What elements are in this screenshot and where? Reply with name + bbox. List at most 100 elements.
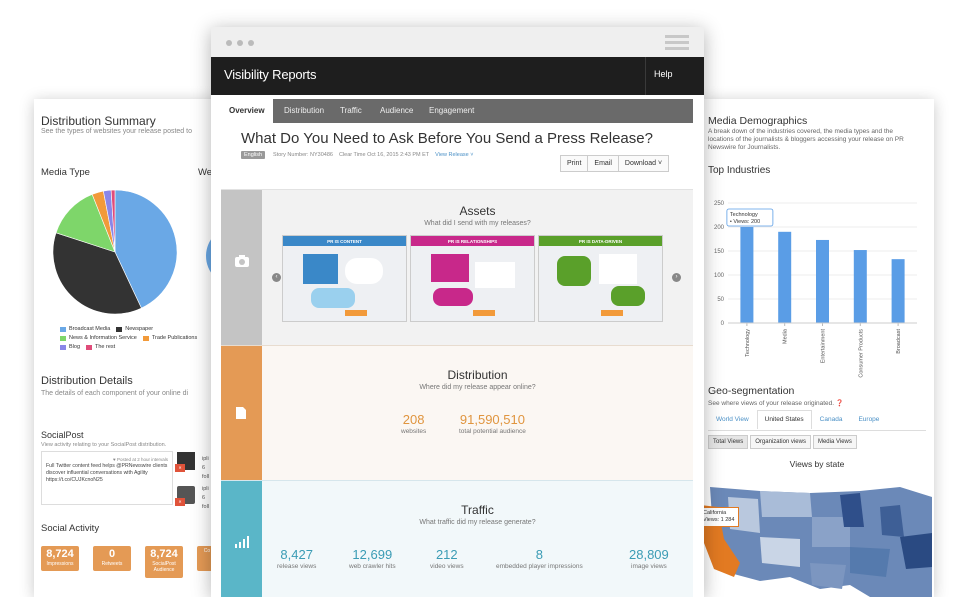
legend-swatch bbox=[60, 336, 66, 341]
tab-canada[interactable]: Canada bbox=[819, 416, 843, 423]
map-state[interactable] bbox=[812, 517, 850, 547]
traffic-subtitle: What traffic did my release generate? bbox=[419, 519, 536, 526]
media-type-legend: Broadcast Media Newspaper News & Informati… bbox=[60, 326, 203, 353]
download-button[interactable]: Download ˅ bbox=[617, 155, 670, 172]
story-number: Story Number: NY30486 bbox=[273, 152, 333, 158]
chart-tooltip: Technology• Views: 200 bbox=[726, 208, 774, 227]
top-industries-bar-chart[interactable]: 0 50 100 150 200 250 Technology Media Entertainm… bbox=[702, 183, 927, 388]
tooltip-value: • Views: 200 bbox=[730, 219, 760, 225]
hamburger-menu-icon[interactable] bbox=[665, 35, 689, 53]
x-tick-label: Broadcast bbox=[896, 329, 902, 354]
bar[interactable] bbox=[853, 250, 867, 323]
map-state[interactable] bbox=[760, 491, 812, 517]
tab-traffic[interactable]: Traffic bbox=[340, 106, 362, 115]
side-text: foll bbox=[202, 504, 210, 510]
view-release-link[interactable]: View Release ˅ bbox=[435, 152, 474, 158]
stat-tile-retweets: 0 Retweets bbox=[93, 546, 131, 571]
bar-chart-icon bbox=[235, 536, 249, 548]
media-demographics-card: Media Demographics A break down of the i… bbox=[700, 99, 934, 597]
help-link[interactable]: Help bbox=[654, 69, 673, 79]
stat-tile-impressions: 8,724 Impressions bbox=[41, 546, 79, 571]
print-button[interactable]: Print bbox=[560, 155, 589, 172]
media-type-label: Media Type bbox=[41, 167, 90, 178]
social-activity-title: Social Activity bbox=[41, 523, 100, 534]
carousel-prev-icon[interactable]: ‹ bbox=[272, 273, 281, 282]
thumb-graphic bbox=[599, 254, 637, 284]
stat-web-crawler-hits: 12,699 web crawler hits bbox=[349, 547, 396, 570]
legend-swatch bbox=[60, 327, 66, 332]
divider bbox=[708, 430, 926, 431]
tab-audience[interactable]: Audience bbox=[380, 106, 414, 115]
traffic-section: Traffic What traffic did my release gene… bbox=[221, 480, 693, 597]
x-tick-label: Consumer Products bbox=[858, 329, 864, 378]
tab-engagement[interactable]: Engagement bbox=[429, 106, 475, 115]
total-views-button[interactable]: Total Views bbox=[708, 435, 749, 449]
legend-label: News & Information Service bbox=[69, 335, 137, 341]
language-badge: English bbox=[241, 151, 266, 159]
x-tick-label: Entertainment bbox=[821, 329, 827, 364]
y-tick-label: 200 bbox=[714, 225, 725, 231]
thumb-graphic bbox=[473, 310, 495, 316]
thumb-header bbox=[539, 236, 662, 246]
tab-united-states[interactable]: United States bbox=[756, 410, 812, 429]
stat-embedded-player-impressions: 8 embedded player impressions bbox=[496, 547, 583, 570]
side-text-group: ipli 6 foll bbox=[202, 485, 209, 512]
media-type-pie-chart[interactable] bbox=[50, 187, 180, 317]
window-dot bbox=[226, 40, 232, 46]
map-state[interactable] bbox=[840, 493, 864, 527]
geo-segmentation-subtitle: See where views of your release originat… bbox=[708, 400, 845, 407]
bar[interactable] bbox=[778, 231, 792, 323]
tab-distribution[interactable]: Distribution bbox=[284, 106, 325, 115]
tweet-box[interactable]: ♥ Posted at 2 hour intervals Full Twitte… bbox=[41, 451, 173, 505]
bar[interactable] bbox=[891, 259, 905, 323]
distribution-sidebar bbox=[221, 346, 262, 481]
map-state[interactable] bbox=[760, 537, 800, 567]
asset-thumbnail[interactable]: PR IS DATA-DRIVEN bbox=[538, 235, 663, 322]
pie-slice[interactable] bbox=[110, 189, 116, 253]
email-button[interactable]: Email bbox=[587, 155, 619, 172]
asset-thumbnail[interactable]: PR IS RELATIONSHIPS bbox=[410, 235, 535, 322]
stat-video-views: 212 video views bbox=[430, 547, 464, 570]
camera-icon bbox=[235, 255, 249, 267]
window-dot bbox=[237, 40, 243, 46]
pie-slice[interactable] bbox=[55, 193, 116, 253]
tab-overview[interactable]: Overview bbox=[221, 99, 273, 123]
stat-total-potential-audience: 91,590,510 total potential audience bbox=[459, 412, 526, 435]
stat-websites: 208 websites bbox=[401, 412, 427, 435]
thumb-graphic bbox=[557, 256, 591, 286]
tab-world-view[interactable]: World View bbox=[716, 416, 749, 423]
media-views-button[interactable]: Media Views bbox=[812, 435, 857, 449]
map-state[interactable] bbox=[810, 563, 846, 589]
help-icon[interactable]: ❓ bbox=[835, 400, 845, 407]
top-navbar: Visibility Reports Help bbox=[211, 57, 704, 95]
pie-slice[interactable] bbox=[52, 232, 142, 315]
map-state[interactable] bbox=[880, 505, 904, 537]
geo-segmentation-title: Geo-segmentation bbox=[708, 385, 795, 397]
distribution-details-subtitle: The details of each component of your on… bbox=[41, 390, 189, 397]
legend-swatch bbox=[142, 336, 149, 341]
top-industries-title: Top Industries bbox=[708, 165, 771, 176]
legend-item: The rest bbox=[86, 344, 115, 351]
organization-views-button[interactable]: Organization views bbox=[750, 435, 811, 449]
map-state[interactable] bbox=[850, 547, 890, 577]
legend-label: Newspaper bbox=[125, 326, 154, 332]
map-title: Views by state bbox=[789, 459, 845, 469]
side-text: foll bbox=[202, 474, 210, 480]
bar[interactable] bbox=[740, 227, 754, 323]
y-tick-label: 50 bbox=[717, 297, 724, 303]
window-titlebar bbox=[211, 27, 704, 57]
side-text: 6 bbox=[202, 465, 206, 471]
carousel-next-icon[interactable]: › bbox=[672, 273, 681, 282]
map-state[interactable] bbox=[900, 533, 932, 569]
tab-europe[interactable]: Europe bbox=[858, 416, 880, 423]
bar[interactable] bbox=[816, 239, 829, 323]
asset-thumbnail[interactable]: PR IS CONTENT bbox=[282, 235, 407, 322]
release-meta: English Story Number: NY30486 Clear Time… bbox=[241, 151, 473, 159]
legend-item: Blog bbox=[60, 344, 80, 351]
socialpost-subtitle: View activity relating to your SocialPos… bbox=[41, 442, 167, 448]
pie-slice[interactable] bbox=[114, 189, 178, 309]
legend-item: Newspaper bbox=[116, 326, 153, 333]
us-map[interactable] bbox=[700, 477, 934, 597]
badge: ✕ bbox=[175, 498, 185, 506]
stat-release-views: 8,427 release views bbox=[277, 547, 317, 570]
